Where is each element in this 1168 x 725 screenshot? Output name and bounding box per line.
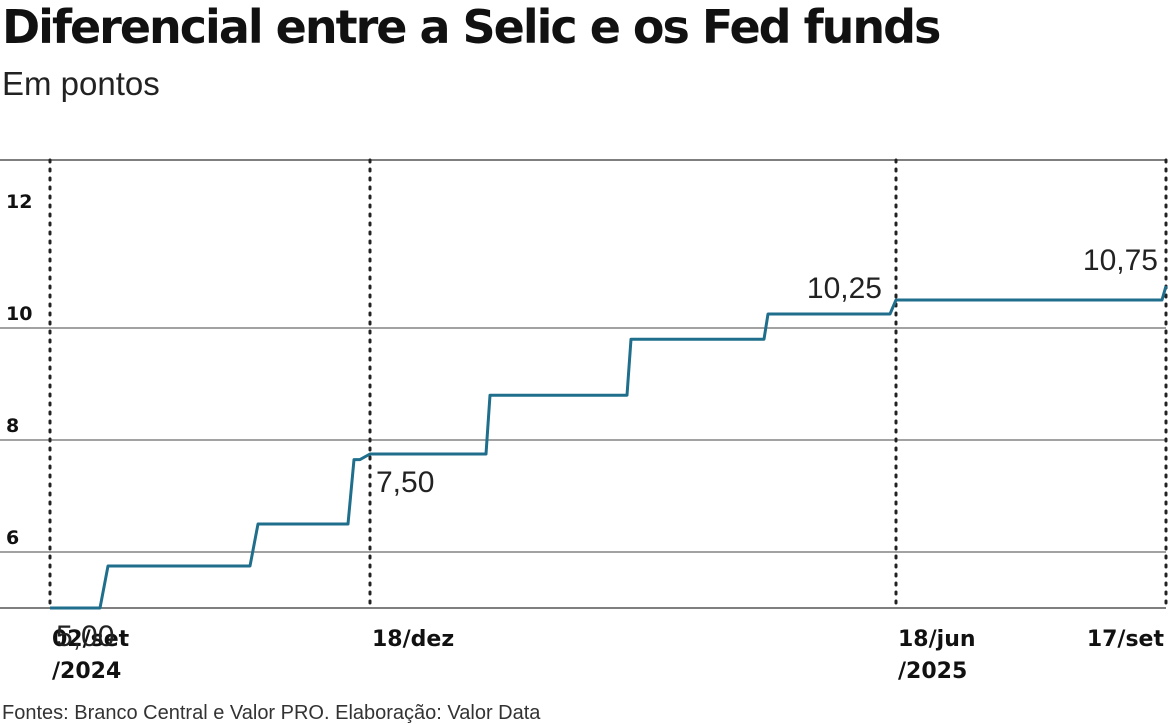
y-tick-label: 12 bbox=[6, 191, 32, 213]
x-tick-label-year: /2025 bbox=[898, 659, 967, 684]
series bbox=[50, 285, 1168, 610]
date-markers bbox=[48, 158, 1168, 610]
y-tick-label: 8 bbox=[6, 415, 19, 437]
chart-source: Fontes: Branco Central e Valor PRO. Elab… bbox=[2, 702, 541, 724]
chart-area: 6 8 10 12 02/set/2024 18/dez 18/jun/2025 17/set… bbox=[0, 158, 1168, 684]
x-tick-label: 02/set bbox=[52, 627, 130, 652]
gridlines bbox=[0, 159, 1166, 609]
data-label: 10,25 bbox=[807, 272, 882, 305]
x-tick-label: 18/jun bbox=[898, 627, 976, 652]
chart-title: Diferencial entre a Selic e os Fed funds bbox=[2, 0, 941, 54]
y-tick-label: 10 bbox=[6, 303, 32, 325]
x-tick-label: 18/dez bbox=[372, 627, 454, 652]
x-tick-label: 17/set bbox=[1087, 627, 1165, 652]
data-label: 7,50 bbox=[376, 466, 434, 499]
x-tick-label-year: /2024 bbox=[52, 659, 121, 684]
labels: 6 8 10 12 02/set/2024 18/dez 18/jun/2025 17/set… bbox=[6, 191, 1164, 684]
y-tick-label: 6 bbox=[6, 527, 19, 549]
data-label: 10,75 bbox=[1083, 244, 1158, 277]
data-label: 5,00 bbox=[56, 620, 114, 653]
series-line bbox=[50, 285, 1168, 610]
chart-subtitle: Em pontos bbox=[2, 65, 160, 102]
